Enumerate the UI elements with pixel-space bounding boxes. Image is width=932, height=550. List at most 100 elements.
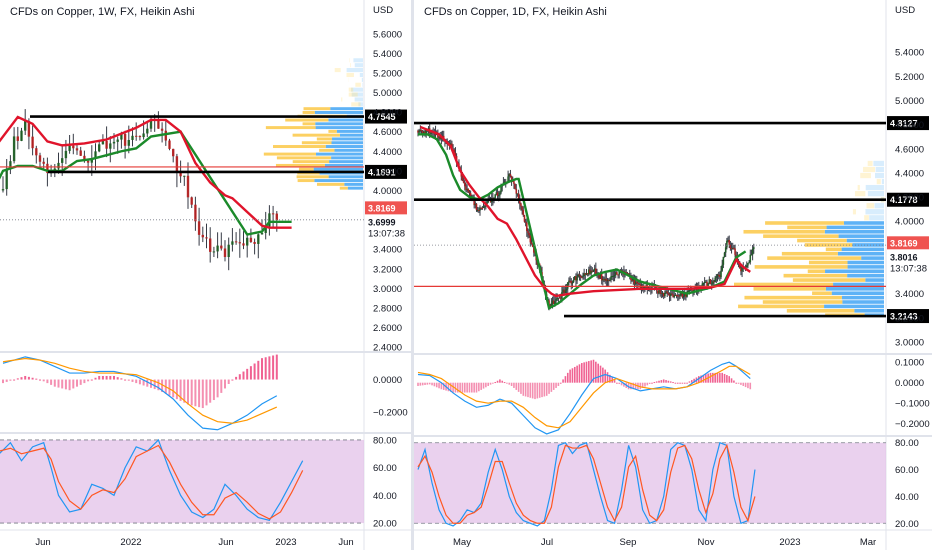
- profile-row-down: [316, 182, 345, 186]
- macd-bar: [205, 379, 208, 406]
- candle-body: [146, 128, 149, 134]
- candle-body: [749, 254, 752, 263]
- macd-bar: [562, 379, 564, 383]
- macd-bar: [72, 379, 75, 389]
- candle-body: [64, 150, 68, 159]
- candle-body: [205, 237, 208, 239]
- macd-bar: [68, 379, 71, 391]
- candle-body: [702, 282, 705, 284]
- candle-body: [420, 130, 423, 132]
- macd-bar: [16, 378, 19, 380]
- candle-body: [216, 245, 219, 252]
- profile-row-up: [842, 300, 884, 304]
- macd-bar: [426, 382, 429, 385]
- candle-body: [661, 292, 664, 294]
- macd-bar: [648, 382, 651, 385]
- candle-body: [575, 276, 577, 281]
- candle-body: [658, 290, 660, 294]
- candle-body: [605, 278, 608, 282]
- candle-body: [105, 140, 108, 149]
- price-axis-tick: 2.8000: [373, 303, 402, 314]
- level-price-tag: [365, 109, 407, 124]
- macd-histogram: [2, 354, 278, 409]
- macd-bar: [109, 375, 112, 380]
- profile-row-up: [865, 278, 884, 282]
- macd-bar: [87, 379, 90, 382]
- candle-body: [461, 176, 464, 181]
- candle-body: [190, 197, 193, 205]
- profile-row-faint: [354, 63, 363, 68]
- macd-bar: [749, 382, 752, 390]
- candle-body: [430, 132, 432, 134]
- candle-body: [35, 148, 38, 156]
- macd-bar: [712, 372, 714, 383]
- candle-body: [668, 294, 671, 296]
- candle-body: [683, 292, 686, 297]
- profile-row-faint: [875, 166, 884, 173]
- macd-bar: [576, 365, 578, 383]
- macd-bar: [120, 378, 123, 380]
- candle-body: [593, 268, 596, 271]
- macd-bar: [686, 382, 688, 384]
- currency-label: USD: [895, 5, 915, 16]
- candle-body: [138, 135, 142, 138]
- macd-axis-tick: −0.2000: [373, 407, 408, 418]
- price-axis-tick: 4.2000: [895, 193, 924, 204]
- candle-body: [131, 135, 134, 140]
- candle-body: [559, 297, 562, 299]
- candle-body: [523, 215, 526, 222]
- last-price-label: 3.8016: [890, 252, 918, 262]
- candle-body: [57, 162, 60, 169]
- candle-body: [706, 281, 708, 286]
- macd-bar: [590, 360, 592, 383]
- candle-body: [609, 279, 611, 281]
- candle-body: [417, 130, 419, 133]
- macd-bar: [632, 382, 635, 390]
- level-price-label: 4.1778: [890, 195, 918, 205]
- profile-row-down: [787, 225, 827, 230]
- candle-body: [557, 297, 560, 299]
- macd-bar: [421, 382, 424, 386]
- profile-row-up: [314, 110, 363, 114]
- candle-body: [598, 275, 601, 279]
- candle-body: [127, 139, 130, 146]
- level-price-label: 4.7545: [368, 112, 396, 122]
- candle-body: [578, 274, 581, 276]
- profile-row-down: [812, 291, 832, 296]
- profile-row-up: [847, 273, 884, 278]
- profile-row-up: [336, 129, 363, 133]
- candle-body: [631, 280, 633, 282]
- candle-body: [709, 279, 712, 285]
- candle-body: [582, 276, 584, 278]
- profile-row-faint: [346, 72, 354, 78]
- candle-body: [531, 244, 534, 247]
- profile-row-faint: [865, 184, 884, 191]
- profile-row-up: [331, 156, 363, 160]
- candle-body: [644, 286, 646, 288]
- profile-row-faint: [863, 166, 876, 173]
- macd-bar: [747, 382, 749, 389]
- daily-chart-panel[interactable]: CFDs on Copper, 1D, FX, Heikin Ashi USD 4.…: [414, 0, 932, 550]
- macd-bar: [688, 381, 691, 383]
- macd-bar: [94, 377, 97, 380]
- panel-divider[interactable]: [411, 0, 414, 550]
- macd-bar: [459, 382, 461, 393]
- price-axis-tick: 4.8000: [895, 120, 924, 131]
- candle-body: [223, 248, 227, 258]
- profile-row-faint: [351, 102, 361, 107]
- candle-body: [149, 119, 153, 129]
- candle-body: [566, 282, 569, 289]
- profile-row-down: [328, 129, 337, 133]
- candle-body: [24, 121, 27, 131]
- candle-body: [678, 295, 680, 297]
- profile-row-down: [296, 175, 329, 179]
- weekly-chart-panel[interactable]: CFDs on Copper, 1W, FX, Heikin Ashi USD 4.…: [0, 0, 411, 550]
- profile-row-up: [316, 152, 363, 156]
- candle-body: [583, 273, 585, 277]
- macd-bar: [153, 379, 156, 390]
- profile-row-faint: [351, 92, 363, 97]
- macd-bar: [597, 363, 599, 383]
- candle-body: [591, 270, 594, 272]
- macd-bar: [646, 382, 649, 386]
- macd-bar: [679, 382, 681, 384]
